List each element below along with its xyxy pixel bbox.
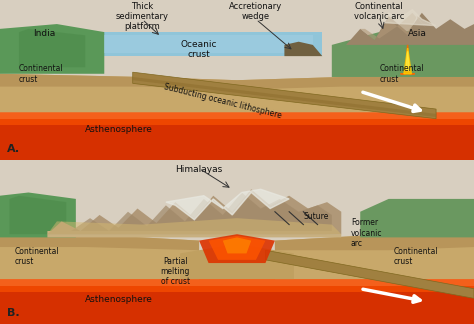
Polygon shape — [0, 112, 474, 125]
Text: Subducting oceanic lithosphere: Subducting oceanic lithosphere — [163, 82, 283, 120]
Polygon shape — [223, 237, 251, 253]
Polygon shape — [0, 234, 199, 250]
Polygon shape — [133, 72, 436, 119]
Polygon shape — [379, 10, 436, 26]
Polygon shape — [0, 234, 199, 279]
Polygon shape — [0, 24, 104, 74]
Text: Asthenosphere: Asthenosphere — [84, 295, 153, 304]
Polygon shape — [275, 234, 474, 250]
Polygon shape — [332, 13, 474, 45]
Polygon shape — [47, 189, 341, 234]
Polygon shape — [0, 74, 474, 112]
Polygon shape — [199, 234, 275, 263]
Polygon shape — [284, 42, 322, 56]
Text: A.: A. — [7, 144, 20, 154]
Polygon shape — [265, 250, 474, 298]
Polygon shape — [9, 196, 66, 234]
Polygon shape — [133, 77, 436, 117]
Polygon shape — [0, 74, 474, 90]
Text: Former
volcanic
arc: Former volcanic arc — [351, 218, 382, 248]
Polygon shape — [0, 112, 474, 119]
Polygon shape — [332, 29, 474, 77]
Polygon shape — [0, 279, 474, 292]
Text: Continental
crust: Continental crust — [393, 247, 438, 266]
Text: Asia: Asia — [408, 29, 427, 38]
Polygon shape — [401, 45, 415, 74]
Polygon shape — [275, 234, 474, 279]
Polygon shape — [47, 218, 341, 234]
Polygon shape — [360, 199, 474, 237]
Text: Accretionary
wedge: Accretionary wedge — [229, 2, 283, 21]
Text: Asthenosphere: Asthenosphere — [84, 125, 153, 134]
Text: Continental
volcanic arc: Continental volcanic arc — [354, 2, 404, 21]
Text: Continental
crust: Continental crust — [379, 64, 424, 84]
Polygon shape — [166, 189, 289, 220]
Text: Partial
melting
of crust: Partial melting of crust — [161, 257, 190, 286]
Text: Suture: Suture — [303, 212, 329, 221]
Text: India: India — [33, 29, 55, 38]
Text: Himalayas: Himalayas — [175, 165, 223, 174]
Polygon shape — [104, 35, 313, 53]
Text: Continental
crust: Continental crust — [19, 64, 64, 84]
Polygon shape — [19, 29, 85, 67]
Polygon shape — [95, 32, 322, 56]
Text: B.: B. — [7, 307, 20, 318]
Polygon shape — [360, 13, 427, 40]
Polygon shape — [209, 236, 265, 260]
Polygon shape — [406, 51, 410, 71]
Polygon shape — [0, 279, 474, 324]
Text: Oceanic
crust: Oceanic crust — [181, 40, 218, 60]
Polygon shape — [0, 112, 474, 160]
Polygon shape — [71, 192, 332, 231]
Polygon shape — [0, 192, 76, 237]
Polygon shape — [180, 244, 294, 279]
Text: Continental
crust: Continental crust — [14, 247, 59, 266]
Text: Thick
sedimentary
platform: Thick sedimentary platform — [116, 2, 169, 31]
Polygon shape — [0, 279, 474, 285]
Polygon shape — [404, 48, 411, 74]
Polygon shape — [47, 231, 341, 237]
